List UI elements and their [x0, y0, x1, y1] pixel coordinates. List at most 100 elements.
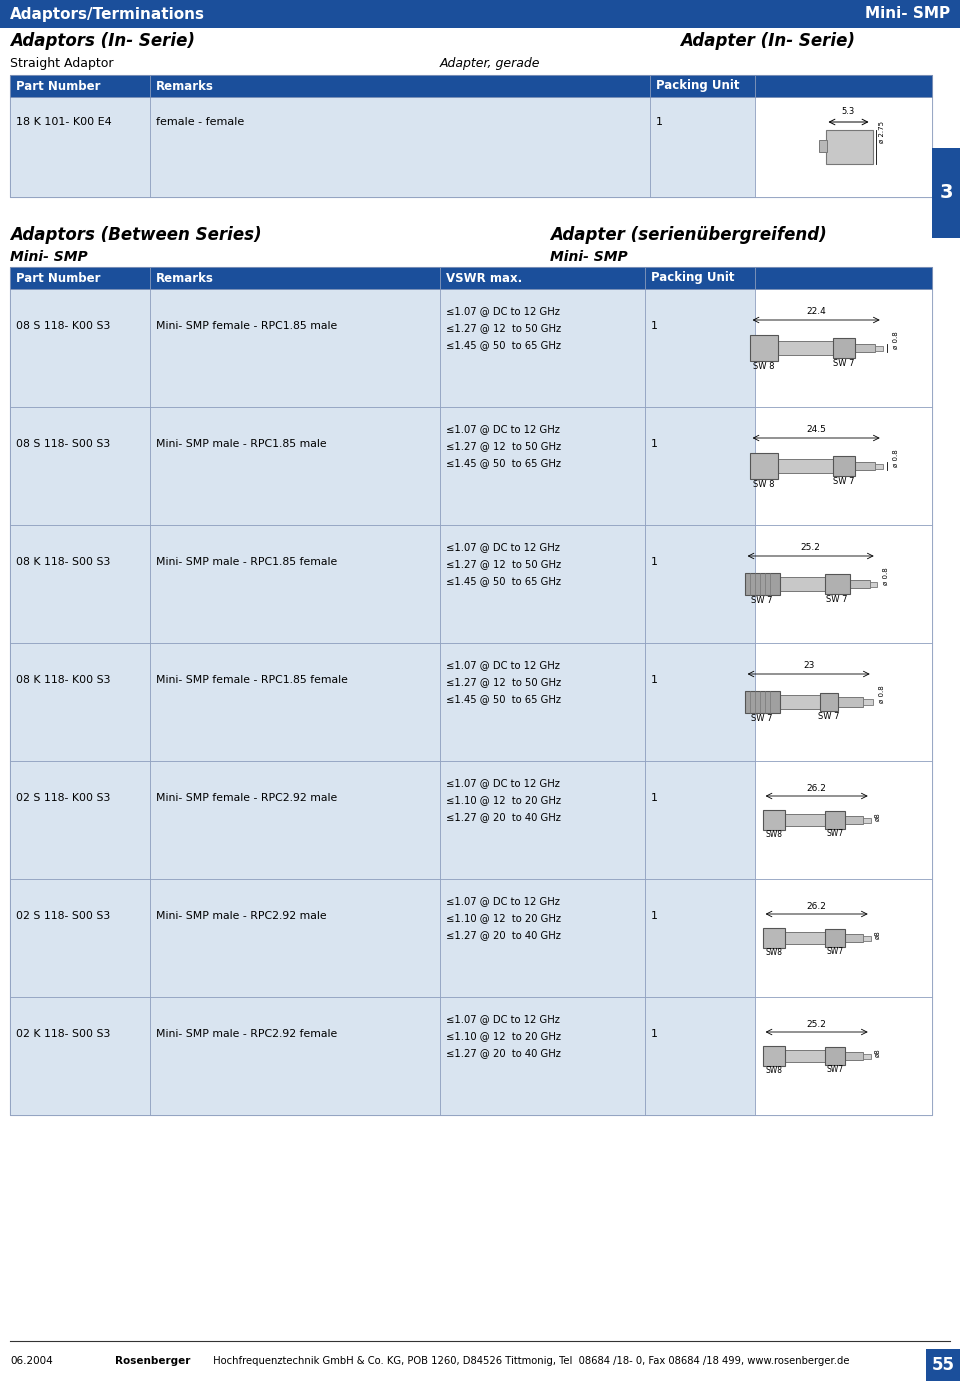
Text: Adapter (serienübergreifend): Adapter (serienübergreifend)	[550, 225, 827, 243]
Bar	[650, 97, 755, 198]
Text: SW7: SW7	[827, 947, 843, 956]
Bar	[440, 267, 645, 289]
Text: 1: 1	[651, 793, 658, 803]
Text: ≤1.27 @ 12  to 50 GHz: ≤1.27 @ 12 to 50 GHz	[446, 559, 562, 569]
Text: ø 0.8: ø 0.8	[878, 686, 885, 702]
Text: Mini- SMP male - RPC1.85 female: Mini- SMP male - RPC1.85 female	[156, 556, 337, 568]
Text: ≤1.07 @ DC to 12 GHz: ≤1.07 @ DC to 12 GHz	[446, 659, 560, 670]
Bar	[440, 289, 645, 408]
Text: SW7: SW7	[827, 829, 843, 837]
Text: Adaptors (In- Serie): Adaptors (In- Serie)	[10, 32, 195, 50]
Text: 23: 23	[803, 661, 814, 670]
Text: ≤1.10 @ 12  to 20 GHz: ≤1.10 @ 12 to 20 GHz	[446, 796, 561, 805]
Text: Mini- SMP: Mini- SMP	[550, 250, 628, 264]
Text: 18 K 101- K00 E4: 18 K 101- K00 E4	[16, 117, 111, 127]
Text: 5.3: 5.3	[842, 107, 855, 115]
Text: Remarks: Remarks	[156, 271, 214, 285]
Text: ø8: ø8	[875, 812, 880, 821]
Text: Adaptors/Terminations: Adaptors/Terminations	[10, 7, 205, 21]
Text: 55: 55	[931, 1356, 954, 1374]
Text: Part Number: Part Number	[16, 79, 101, 92]
Text: 25.2: 25.2	[801, 542, 821, 552]
Text: 1: 1	[651, 911, 658, 921]
Bar	[645, 879, 755, 997]
Bar	[762, 810, 784, 830]
Text: 02 S 118- S00 S3: 02 S 118- S00 S3	[16, 911, 110, 921]
Bar	[854, 462, 875, 470]
Bar	[784, 1050, 840, 1061]
Text: ≤1.07 @ DC to 12 GHz: ≤1.07 @ DC to 12 GHz	[446, 424, 560, 434]
Text: VSWR max.: VSWR max.	[446, 271, 522, 285]
Text: 02 K 118- S00 S3: 02 K 118- S00 S3	[16, 1029, 110, 1039]
Text: ≤1.10 @ 12  to 20 GHz: ≤1.10 @ 12 to 20 GHz	[446, 912, 561, 924]
Bar	[854, 344, 875, 352]
Text: SW8: SW8	[765, 949, 782, 957]
Text: SW 7: SW 7	[833, 477, 854, 485]
Bar	[845, 817, 863, 823]
Bar	[863, 818, 871, 822]
Text: SW 7: SW 7	[752, 714, 773, 723]
Bar	[870, 581, 876, 587]
Bar	[645, 408, 755, 524]
Bar	[645, 289, 755, 408]
Text: SW 8: SW 8	[753, 480, 775, 490]
Bar	[650, 75, 755, 97]
Text: ≤1.27 @ 20  to 40 GHz: ≤1.27 @ 20 to 40 GHz	[446, 1047, 561, 1059]
Text: Adapter (In- Serie): Adapter (In- Serie)	[680, 32, 855, 50]
Text: ≤1.45 @ 50  to 65 GHz: ≤1.45 @ 50 to 65 GHz	[446, 339, 561, 351]
Text: SW8: SW8	[765, 1066, 782, 1075]
Text: ≤1.07 @ DC to 12 GHz: ≤1.07 @ DC to 12 GHz	[446, 306, 560, 316]
Bar	[932, 147, 960, 238]
Text: ≤1.27 @ 12  to 50 GHz: ≤1.27 @ 12 to 50 GHz	[446, 323, 562, 332]
Bar	[826, 129, 873, 164]
Bar	[755, 75, 932, 97]
Bar	[926, 1349, 960, 1381]
Text: 1: 1	[651, 440, 658, 449]
Bar	[150, 289, 440, 408]
Bar	[755, 267, 932, 289]
Text: ø 0.8: ø 0.8	[893, 331, 899, 349]
Bar	[10, 267, 150, 289]
Bar	[755, 997, 932, 1116]
Bar	[750, 453, 778, 479]
Text: 22.4: 22.4	[806, 307, 826, 316]
Text: ≤1.27 @ 20  to 40 GHz: ≤1.27 @ 20 to 40 GHz	[446, 812, 561, 822]
Text: 26.2: 26.2	[806, 785, 827, 793]
Bar	[863, 1053, 871, 1059]
Bar	[10, 524, 150, 643]
Text: ø 2.75: ø 2.75	[878, 121, 884, 143]
Text: 02 S 118- K00 S3: 02 S 118- K00 S3	[16, 793, 110, 803]
Text: ≤1.07 @ DC to 12 GHz: ≤1.07 @ DC to 12 GHz	[446, 896, 560, 906]
Bar	[755, 524, 932, 643]
Text: female - female: female - female	[156, 117, 244, 127]
Bar	[150, 997, 440, 1116]
Text: ≤1.45 @ 50  to 65 GHz: ≤1.45 @ 50 to 65 GHz	[446, 458, 561, 467]
Text: Straight Adaptor: Straight Adaptor	[10, 57, 113, 70]
Text: ≤1.07 @ DC to 12 GHz: ≤1.07 @ DC to 12 GHz	[446, 542, 560, 552]
Bar	[150, 97, 650, 198]
Bar	[10, 267, 932, 1116]
Bar	[755, 408, 932, 524]
Text: Mini- SMP female - RPC1.85 male: Mini- SMP female - RPC1.85 male	[156, 321, 337, 331]
Bar	[863, 936, 871, 940]
Bar	[150, 75, 650, 97]
Text: ≤1.10 @ 12  to 20 GHz: ≤1.10 @ 12 to 20 GHz	[446, 1031, 561, 1040]
Bar	[10, 97, 150, 198]
Bar	[150, 643, 440, 761]
Bar	[150, 761, 440, 879]
Text: 08 K 118- K00 S3: 08 K 118- K00 S3	[16, 675, 110, 684]
Text: Mini- SMP: Mini- SMP	[10, 250, 87, 264]
Text: 1: 1	[651, 321, 658, 331]
Text: ø8: ø8	[875, 931, 880, 939]
Bar	[440, 761, 645, 879]
Text: SW8: SW8	[765, 830, 782, 839]
Bar	[10, 761, 150, 879]
Bar	[755, 761, 932, 879]
Bar	[645, 761, 755, 879]
Bar	[755, 879, 932, 997]
Text: ø 0.8: ø 0.8	[893, 449, 899, 467]
Bar	[820, 693, 838, 711]
Bar	[780, 696, 820, 709]
Text: 08 K 118- S00 S3: 08 K 118- S00 S3	[16, 556, 110, 568]
Bar	[440, 879, 645, 997]
